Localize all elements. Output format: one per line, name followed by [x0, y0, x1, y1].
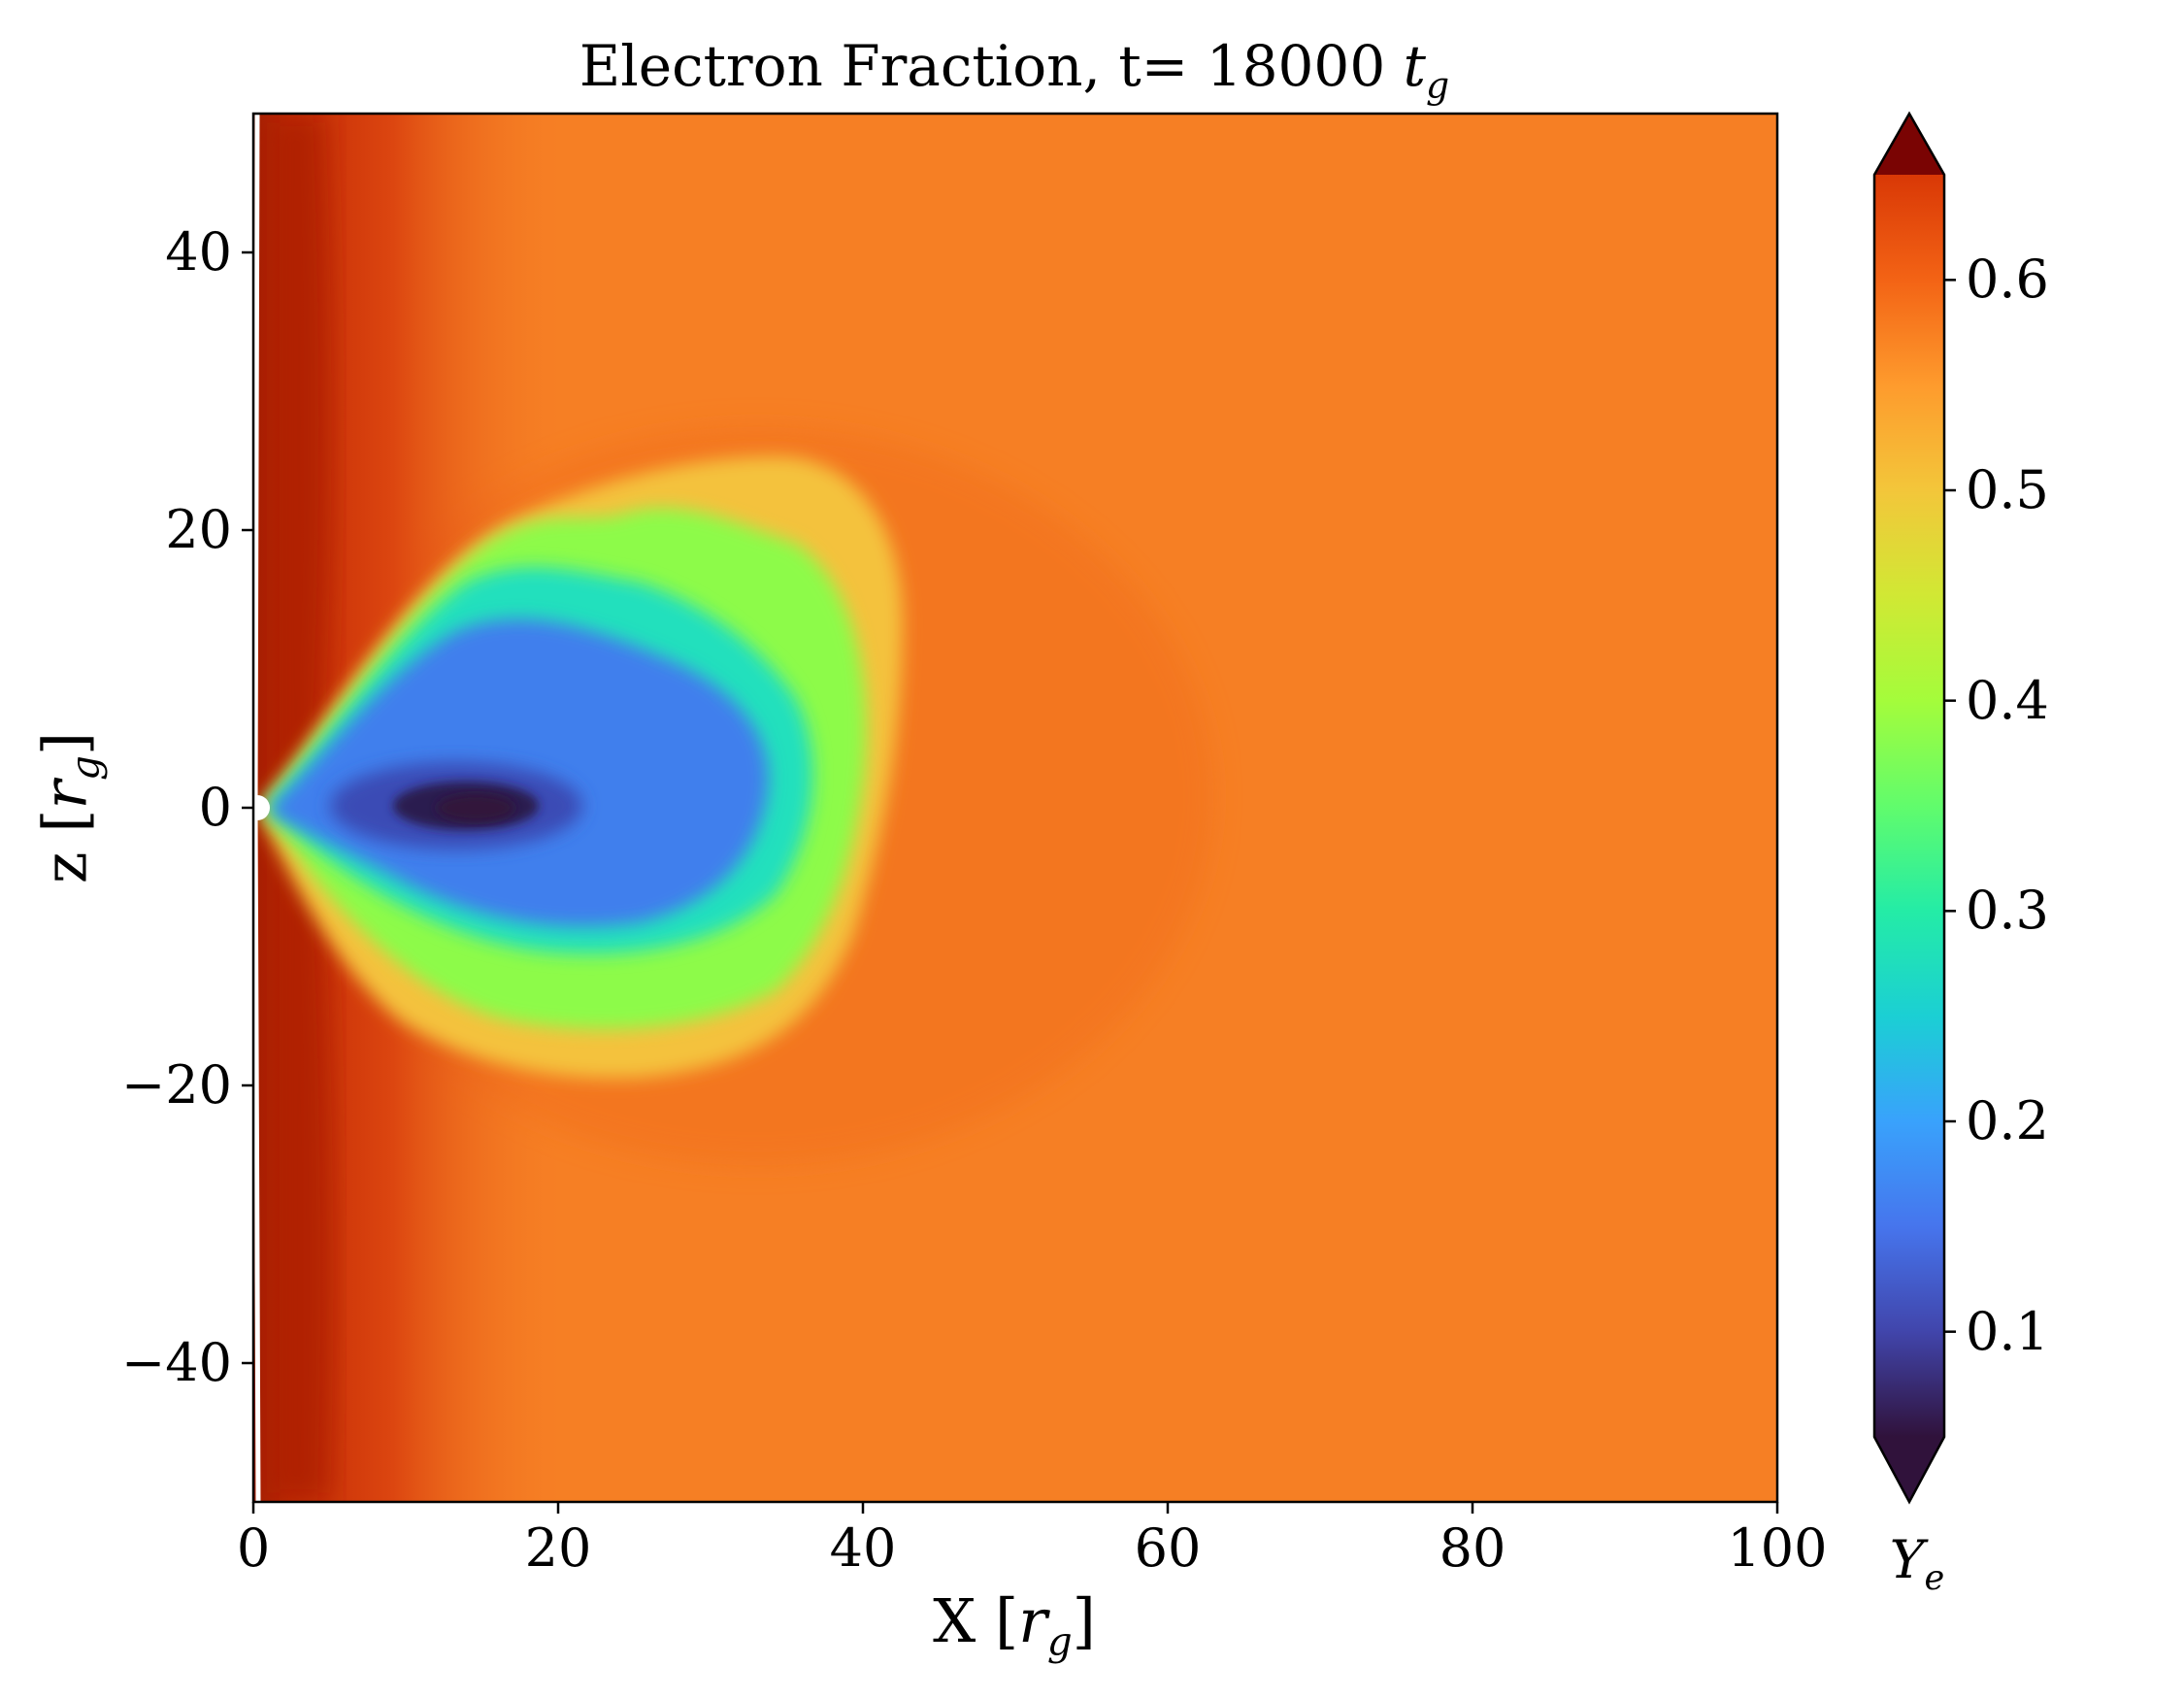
y-tick-label: −40 — [121, 1332, 232, 1393]
x-tick-label: 40 — [829, 1517, 897, 1579]
x-tick-label: 80 — [1439, 1517, 1506, 1579]
colorbar-tick-label: 0.4 — [1966, 669, 2049, 731]
x-tick-label: 20 — [524, 1517, 592, 1579]
title-text: Electron Fraction, t= 18000 — [579, 33, 1404, 99]
y-tick-label: 0 — [198, 777, 232, 838]
x-axis-label-subscript: g — [1046, 1618, 1073, 1665]
plume-core-min — [437, 794, 514, 821]
black-hole-marker — [245, 795, 270, 820]
colorbar-ticks — [1944, 279, 1956, 1333]
colorbar-tick-label: 0.2 — [1966, 1090, 2049, 1151]
x-ticks — [251, 1502, 1779, 1514]
colorbar-tick-label: 0.6 — [1966, 249, 2049, 311]
title-unit-symbol: t — [1403, 33, 1426, 99]
y-axis-label-subscript: g — [62, 755, 109, 781]
outflow-plume — [262, 456, 903, 1079]
y-axis-label-prefix: z [ — [29, 809, 101, 884]
x-axis-label-prefix: X [ — [933, 1585, 1019, 1656]
x-tick-label: 100 — [1727, 1517, 1828, 1579]
colorbar-tick-label: 0.3 — [1966, 880, 2049, 942]
y-tick-label: −20 — [121, 1054, 232, 1116]
colorbar-label: Ye — [1878, 1526, 1956, 1613]
heatmap-field — [253, 114, 1777, 1502]
colorbar-label-symbol: Y — [1889, 1529, 1925, 1590]
y-ticks — [242, 250, 253, 1365]
title-unit-subscript: g — [1425, 63, 1450, 107]
y-axis-label-symbol: r — [29, 780, 101, 810]
y-tick-label: 40 — [165, 221, 232, 283]
y-axis-label: z [rg] — [26, 732, 124, 883]
colorbar-extend-top — [1874, 114, 1944, 175]
x-axis-label-symbol: r — [1018, 1585, 1047, 1656]
x-axis-label-suffix: ] — [1072, 1585, 1096, 1656]
colorbar-tick-label: 0.1 — [1966, 1300, 2049, 1362]
y-axis-label-suffix: ] — [29, 731, 101, 756]
x-tick-label: 60 — [1134, 1517, 1202, 1579]
colorbar-extend-bottom — [1874, 1437, 1944, 1502]
colorbar-outline — [1872, 111, 1946, 1505]
x-tick-label: 0 — [236, 1517, 271, 1579]
x-axis-label: X [rg] — [252, 1582, 1776, 1681]
colorbar-label-subscript: e — [1924, 1557, 1945, 1598]
colorbar-tick-label: 0.5 — [1966, 459, 2049, 520]
y-tick-label: 20 — [165, 499, 232, 560]
colorbar — [1872, 111, 1956, 1505]
colorbar-body — [1874, 175, 1944, 1437]
chart-title: Electron Fraction, t= 18000 tg — [252, 27, 1776, 124]
